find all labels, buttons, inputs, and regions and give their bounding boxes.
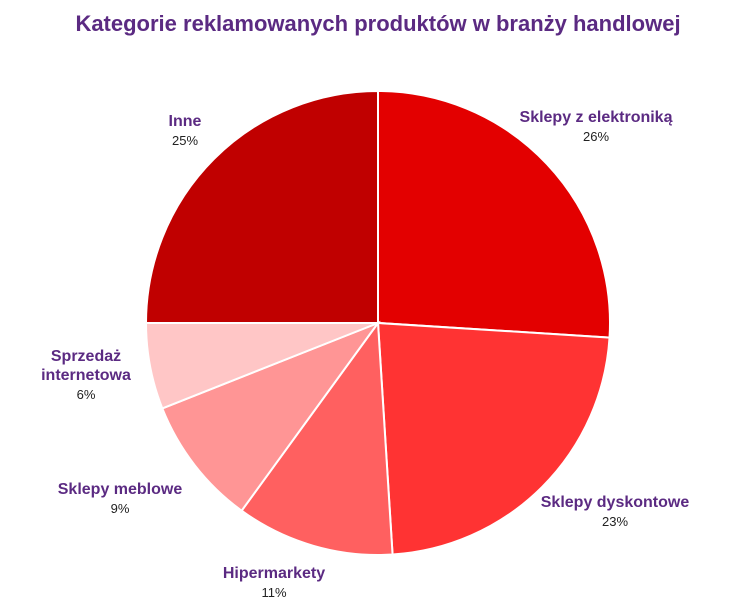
slice-label-1: Sklepy z elektroniką 26% xyxy=(486,108,706,146)
slice-label-6: Inne 25% xyxy=(75,112,295,150)
slice-label-2: Sklepy dyskontowe 23% xyxy=(505,493,725,531)
slice-name-3: Hipermarkety xyxy=(222,565,326,582)
slice-name-5: Sprzedaż internetowa xyxy=(41,348,131,384)
pie-slice-1 xyxy=(377,89,611,339)
slice-percent-4: 9% xyxy=(110,501,130,516)
slice-percent-1: 26% xyxy=(582,129,610,144)
slice-percent-5: 6% xyxy=(76,387,96,402)
slice-label-5: Sprzedaż internetowa 6% xyxy=(0,347,196,404)
pie-slice-2 xyxy=(376,321,611,556)
slice-name-6: Inne xyxy=(168,113,202,130)
slice-label-3: Hipermarkety 11% xyxy=(164,564,384,602)
slice-percent-3: 11% xyxy=(261,585,287,600)
slice-percent-2: 23% xyxy=(601,514,629,529)
pie-slice-4 xyxy=(160,320,381,513)
slice-name-2: Sklepy dyskontowe xyxy=(540,494,690,511)
pie-slice-3 xyxy=(240,320,394,556)
slice-name-4: Sklepy meblowe xyxy=(57,481,183,498)
pie-slice-6 xyxy=(144,89,379,324)
slice-label-4: Sklepy meblowe 9% xyxy=(10,480,230,518)
chart-title: Kategorie reklamowanych produktów w bran… xyxy=(75,11,681,36)
slice-percent-6: 25% xyxy=(171,133,199,148)
slice-name-1: Sklepy z elektroniką xyxy=(519,109,673,126)
